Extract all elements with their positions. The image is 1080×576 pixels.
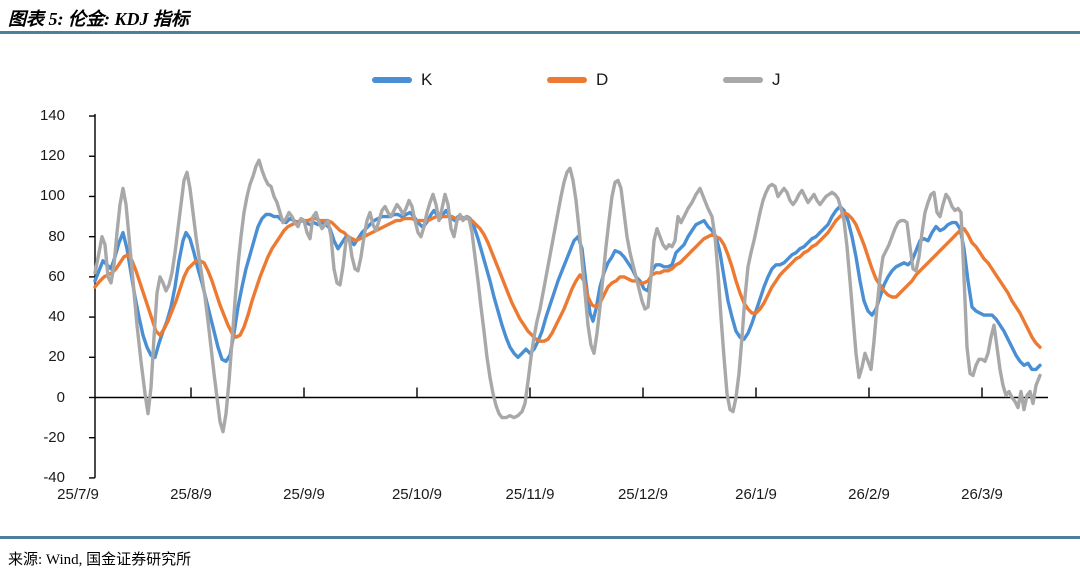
j-line xyxy=(93,158,1042,434)
source-note: 来源: Wind, 国金证券研究所 xyxy=(8,552,192,568)
d-line-swatch-icon xyxy=(547,77,587,83)
k-line-swatch-icon xyxy=(372,77,412,83)
y-axis-label: 140 xyxy=(39,107,65,125)
x-axis-label: 26/3/9 xyxy=(961,486,1003,503)
footer-divider xyxy=(0,536,1080,539)
j-line-swatch-icon xyxy=(723,77,763,83)
x-axis-label: 25/8/9 xyxy=(170,486,212,503)
y-axis-label: 0 xyxy=(56,388,65,406)
y-axis-label: 60 xyxy=(48,267,65,285)
x-axis-label: 25/11/9 xyxy=(505,486,555,503)
legend-label-d: D xyxy=(596,70,609,89)
legend-item-d: D xyxy=(547,71,608,89)
legend-label-j: J xyxy=(772,70,781,89)
y-axis-label: -40 xyxy=(43,468,65,486)
legend-label-k: K xyxy=(421,70,433,89)
y-axis-label: 20 xyxy=(48,348,65,366)
legend-item-j: J xyxy=(723,71,781,89)
x-axis-label: 25/9/9 xyxy=(283,486,325,503)
x-axis-label: 26/2/9 xyxy=(848,486,890,503)
chart-title: 图表 5: 伦金: KDJ 指标 xyxy=(8,9,189,29)
header-divider xyxy=(0,31,1080,34)
x-axis-label: 25/7/9 xyxy=(57,486,99,503)
y-axis-label: 40 xyxy=(48,308,65,326)
d-line xyxy=(93,210,1042,349)
x-axis-label: 25/10/9 xyxy=(391,486,443,503)
x-axis-label: 26/1/9 xyxy=(735,486,777,503)
y-axis-label: 120 xyxy=(39,147,65,165)
y-axis-label: 100 xyxy=(39,187,65,205)
legend-item-k: K xyxy=(372,71,432,89)
y-axis-label: 80 xyxy=(48,227,65,245)
y-axis-label: -20 xyxy=(43,428,65,446)
x-axis-label: 25/12/9 xyxy=(617,486,669,503)
